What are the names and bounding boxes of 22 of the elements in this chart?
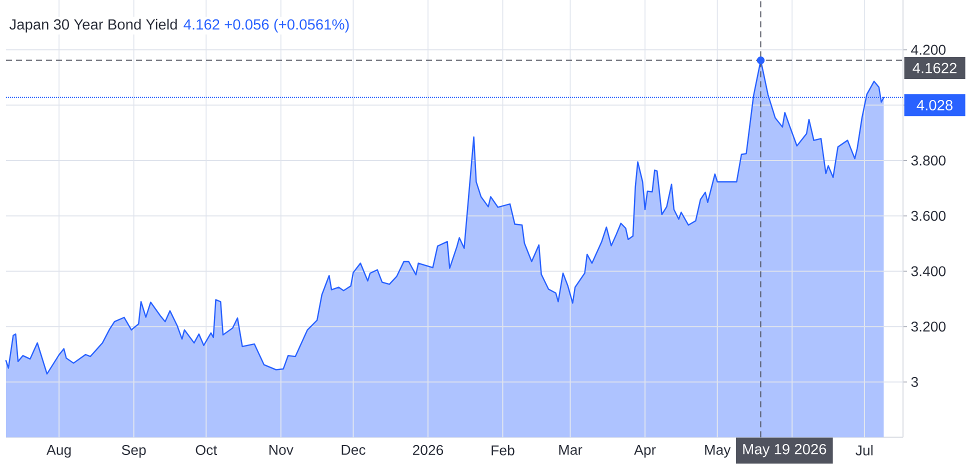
ref-line-label: May 19 2026 <box>743 444 826 458</box>
y-tick-label: 4.200 <box>911 44 946 55</box>
x-tick-label: Mar <box>559 445 582 455</box>
x-tick-label: Apr <box>634 445 656 458</box>
y-tick-label: 3 <box>911 376 918 387</box>
x-tick-label: Aug <box>46 445 71 458</box>
ref-line-label: 4.028 <box>916 100 952 110</box>
x-tick-label: May <box>705 445 731 458</box>
x-tick-label: Nov <box>269 445 294 455</box>
ref-line-label: 4.1622 <box>912 62 956 74</box>
y-tick-label: 3.800 <box>911 156 946 166</box>
x-tick-label: Feb <box>492 445 514 456</box>
x-tick-label: 2026 <box>412 445 444 456</box>
text: 4.162 +0.056 (+0.0561%) <box>184 18 349 33</box>
x-tick-label: Dec <box>342 445 366 455</box>
y-tick-label: 3.600 <box>911 210 946 221</box>
y-tick-label: 3.400 <box>911 266 946 276</box>
x-tick-label: Sep <box>122 445 146 458</box>
text: Japan 30 Year Bond Yield <box>10 18 177 33</box>
x-tick-label: Jul <box>856 445 873 456</box>
y-tick-label: 3.200 <box>911 322 946 332</box>
x-tick-label: Oct <box>196 445 218 456</box>
